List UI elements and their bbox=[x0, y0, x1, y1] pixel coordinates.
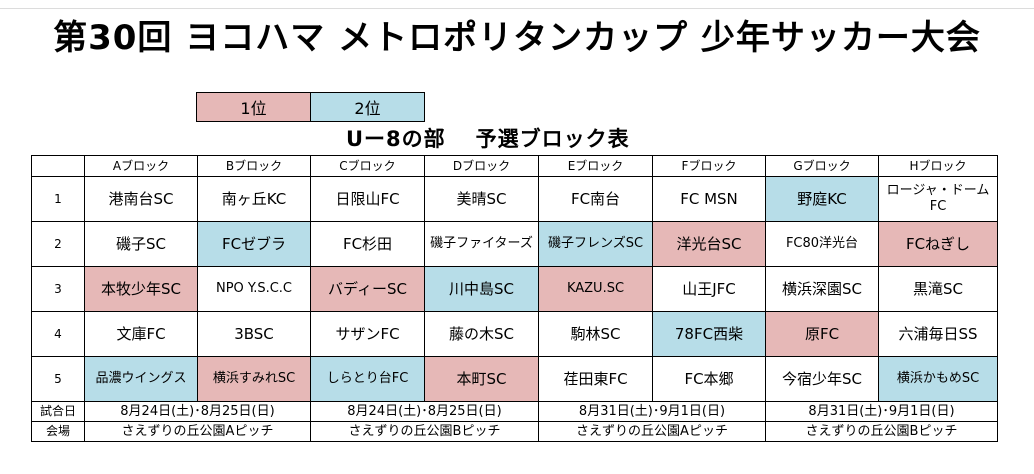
row-number: 5 bbox=[31, 356, 85, 402]
header-corner-cell bbox=[31, 155, 85, 177]
team-cell: 文庫FC bbox=[84, 311, 198, 357]
block-header-a: Aブロック bbox=[84, 155, 198, 177]
team-cell: 横浜すみれSC bbox=[197, 356, 311, 402]
row-number: 2 bbox=[31, 221, 85, 267]
table-subtitle: Uー8の部 予選ブロック表 bbox=[346, 123, 676, 153]
table-row: 1 港南台SC 南ヶ丘KC 日限山FC 美晴SC FC南台 FC MSN 野庭KC ロージャ・ド… bbox=[31, 176, 998, 222]
team-cell: サザンFC bbox=[310, 311, 425, 357]
team-cell: 3BSC bbox=[197, 311, 311, 357]
table-row: 3 本牧少年SC NPO Y.S.C.C バディーSC 川中島SC KAZU.SC 山王JF… bbox=[31, 266, 998, 312]
team-cell: 磯子フレンズSC bbox=[538, 221, 653, 267]
legend-first-place: 1位 bbox=[196, 92, 311, 122]
match-date-cell: 8月31日(土)･9月1日(日) bbox=[538, 401, 766, 422]
team-cell: 磯子SC bbox=[84, 221, 198, 267]
team-cell: FC80洋光台 bbox=[765, 221, 879, 267]
page-title: 第30回 ヨコハマ メトロポリタンカップ 少年サッカー大会 bbox=[53, 18, 981, 58]
team-cell: 横浜かもめSC bbox=[878, 356, 998, 402]
division-label: Uー8の部 bbox=[346, 127, 446, 151]
match-date-cell: 8月24日(土)･8月25日(日) bbox=[84, 401, 311, 422]
legend-second-place: 2位 bbox=[310, 92, 425, 122]
venue-cell: さえずりの丘公園Bピッチ bbox=[310, 421, 539, 442]
match-date-label: 試合日 bbox=[31, 401, 85, 422]
team-cell: KAZU.SC bbox=[538, 266, 653, 312]
block-header-c: Cブロック bbox=[310, 155, 425, 177]
team-cell: 品濃ウイングス bbox=[84, 356, 198, 402]
table-header-row: Aブロック Bブロック Cブロック Dブロック Eブロック Fブロック Gブロック Hブロック bbox=[31, 155, 998, 177]
team-cell: 黒滝SC bbox=[878, 266, 998, 312]
team-cell: しらとり台FC bbox=[310, 356, 425, 402]
team-cell: 洋光台SC bbox=[652, 221, 766, 267]
match-date-row: 試合日 8月24日(土)･8月25日(日) 8月24日(土)･8月25日(日) 8月3… bbox=[31, 401, 998, 422]
top-divider bbox=[0, 8, 1034, 9]
team-cell: FC杉田 bbox=[310, 221, 425, 267]
team-cell: 港南台SC bbox=[84, 176, 198, 222]
team-cell: FCねぎし bbox=[878, 221, 998, 267]
venue-row: 会場 さえずりの丘公園Aピッチ さえずりの丘公園Bピッチ さえずりの丘公園Aピッチ さえ… bbox=[31, 421, 998, 442]
team-cell: FC南台 bbox=[538, 176, 653, 222]
team-cell: 日限山FC bbox=[310, 176, 425, 222]
block-table: Aブロック Bブロック Cブロック Dブロック Eブロック Fブロック Gブロック Hブロック… bbox=[31, 155, 998, 442]
table-row: 4 文庫FC 3BSC サザンFC 藤の木SC 駒林SC 78FC西柴 原FC 六浦毎日SS bbox=[31, 311, 998, 357]
team-cell: 山王JFC bbox=[652, 266, 766, 312]
team-cell: バディーSC bbox=[310, 266, 425, 312]
block-header-b: Bブロック bbox=[197, 155, 311, 177]
team-cell: 本町SC bbox=[424, 356, 539, 402]
block-header-d: Dブロック bbox=[424, 155, 539, 177]
venue-cell: さえずりの丘公園Aピッチ bbox=[538, 421, 766, 442]
team-cell: ロージャ・ドームFC bbox=[878, 176, 998, 222]
team-cell: 野庭KC bbox=[765, 176, 879, 222]
team-cell: 美晴SC bbox=[424, 176, 539, 222]
team-cell: 本牧少年SC bbox=[84, 266, 198, 312]
team-cell: NPO Y.S.C.C bbox=[197, 266, 311, 312]
row-number: 4 bbox=[31, 311, 85, 357]
team-cell: 六浦毎日SS bbox=[878, 311, 998, 357]
team-cell: FCゼブラ bbox=[197, 221, 311, 267]
venue-cell: さえずりの丘公園Bピッチ bbox=[765, 421, 998, 442]
team-cell: 川中島SC bbox=[424, 266, 539, 312]
team-cell: 横浜深園SC bbox=[765, 266, 879, 312]
team-cell: 駒林SC bbox=[538, 311, 653, 357]
row-number: 3 bbox=[31, 266, 85, 312]
table-row: 5 品濃ウイングス 横浜すみれSC しらとり台FC 本町SC 荏田東FC FC本郷 今宿少年S… bbox=[31, 356, 998, 402]
team-cell: 磯子ファイターズ bbox=[424, 221, 539, 267]
team-cell: FC本郷 bbox=[652, 356, 766, 402]
block-header-h: Hブロック bbox=[878, 155, 998, 177]
row-number: 1 bbox=[31, 176, 85, 222]
table-name-label: 予選ブロック表 bbox=[475, 127, 630, 151]
team-cell: 78FC西柴 bbox=[652, 311, 766, 357]
team-cell: 藤の木SC bbox=[424, 311, 539, 357]
table-row: 2 磯子SC FCゼブラ FC杉田 磯子ファイターズ 磯子フレンズSC 洋光台SC FC80洋… bbox=[31, 221, 998, 267]
venue-label: 会場 bbox=[31, 421, 85, 442]
block-header-g: Gブロック bbox=[765, 155, 879, 177]
team-cell: 南ヶ丘KC bbox=[197, 176, 311, 222]
team-cell: FC MSN bbox=[652, 176, 766, 222]
team-cell: 荏田東FC bbox=[538, 356, 653, 402]
block-header-e: Eブロック bbox=[538, 155, 653, 177]
team-cell: 今宿少年SC bbox=[765, 356, 879, 402]
rank-legend: 1位 2位 bbox=[196, 92, 425, 122]
match-date-cell: 8月31日(土)･9月1日(日) bbox=[765, 401, 998, 422]
venue-cell: さえずりの丘公園Aピッチ bbox=[84, 421, 311, 442]
team-cell: 原FC bbox=[765, 311, 879, 357]
block-header-f: Fブロック bbox=[652, 155, 766, 177]
match-date-cell: 8月24日(土)･8月25日(日) bbox=[310, 401, 539, 422]
